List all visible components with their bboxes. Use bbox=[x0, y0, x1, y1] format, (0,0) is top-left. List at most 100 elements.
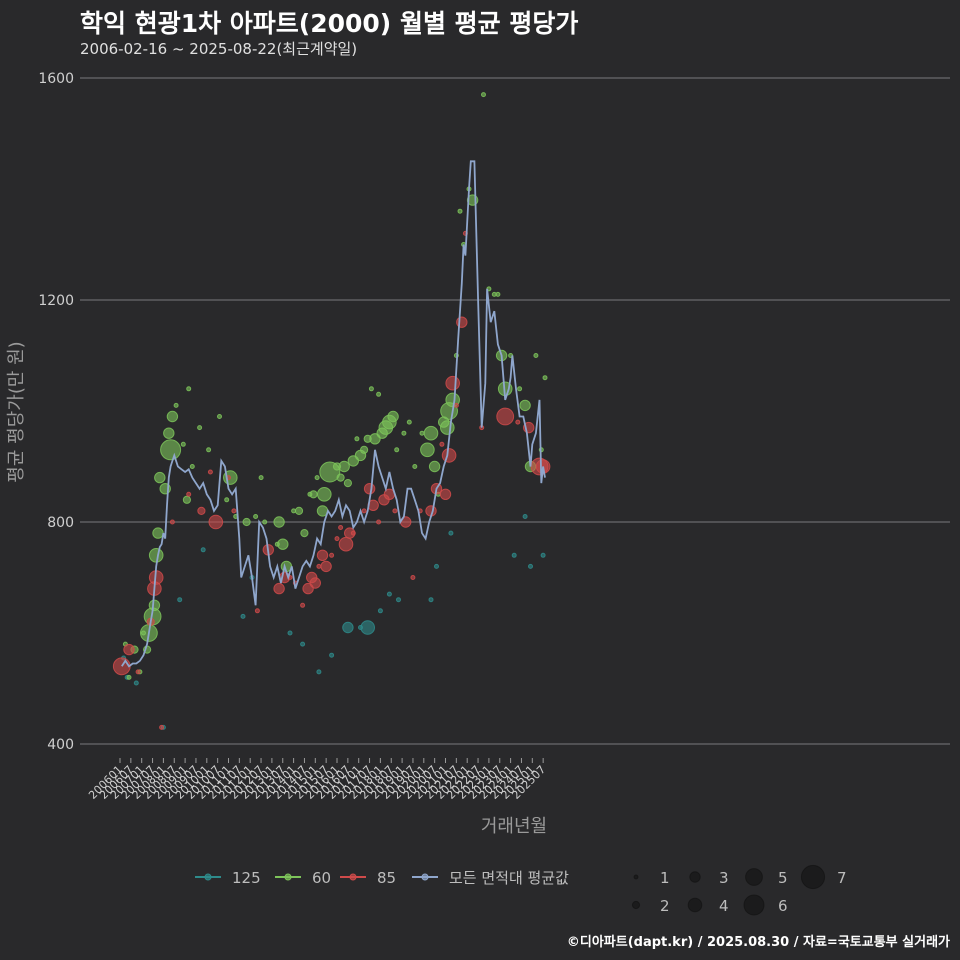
bubble-point-85 bbox=[410, 575, 416, 580]
bubble-point-60 bbox=[412, 464, 418, 469]
legend-swatch-dot-125 bbox=[204, 873, 212, 881]
bubble-point-85 bbox=[392, 508, 398, 514]
y-tick-label: 1200 bbox=[38, 293, 74, 309]
y-tick-label: 400 bbox=[47, 737, 74, 753]
bubble-point-60 bbox=[180, 441, 186, 447]
bubble-point-60 bbox=[189, 464, 195, 469]
legend-label-85: 85 bbox=[377, 869, 396, 887]
legend-swatch-dot-85 bbox=[349, 873, 357, 881]
bubble-point-60 bbox=[387, 410, 399, 423]
bubble-point-85 bbox=[439, 488, 452, 500]
bubble-point-85 bbox=[439, 441, 445, 447]
bubble-point-85 bbox=[207, 469, 213, 475]
bubble-point-125 bbox=[377, 608, 383, 614]
average-price-line bbox=[121, 160, 546, 668]
bubble-point-85 bbox=[329, 552, 335, 558]
bubble-point-125 bbox=[522, 514, 528, 519]
bubble-point-60 bbox=[300, 529, 309, 538]
bubble-point-60 bbox=[152, 527, 164, 539]
bubble-point-60 bbox=[154, 471, 166, 484]
bubble-point-85 bbox=[208, 514, 224, 530]
bubble-point-60 bbox=[519, 399, 531, 412]
bubble-point-60 bbox=[294, 506, 304, 515]
bubble-point-60 bbox=[253, 514, 259, 519]
bubble-point-60 bbox=[277, 538, 289, 550]
bubble-point-125 bbox=[360, 620, 376, 635]
bubble-point-60 bbox=[338, 460, 350, 473]
bubble-point-85 bbox=[123, 643, 135, 656]
bubble-point-85 bbox=[496, 407, 515, 426]
bubble-point-85 bbox=[361, 508, 367, 514]
bubble-point-60 bbox=[533, 353, 539, 358]
y-tick-label: 1600 bbox=[38, 71, 74, 87]
bubble-point-60 bbox=[354, 436, 360, 442]
bubble-point-60 bbox=[126, 674, 132, 680]
bubble-point-60 bbox=[376, 391, 382, 397]
legend-label-avg: 모든 면적대 평균값 bbox=[449, 869, 569, 887]
bubble-point-125 bbox=[434, 563, 439, 569]
bubble-point-60 bbox=[173, 402, 179, 408]
legend-size-label: 6 bbox=[778, 897, 788, 915]
bubble-point-60 bbox=[336, 473, 345, 482]
bubble-point-60 bbox=[343, 479, 352, 488]
bubble-point-85 bbox=[231, 508, 237, 514]
bubble-point-60 bbox=[420, 442, 435, 458]
legend-label-60: 60 bbox=[312, 869, 331, 887]
legend-layer: 125 60 85 모든 면적대 평균값 1 2 3 4 5 6 7 bbox=[195, 864, 847, 916]
bubble-point-125 bbox=[386, 591, 392, 597]
bubble-point-60 bbox=[160, 439, 182, 461]
chart-subtitle: 2006-02-16 ~ 2025-08-22(최근계약일) bbox=[80, 40, 358, 58]
bubble-point-125 bbox=[448, 530, 454, 536]
bubble-point-85 bbox=[135, 669, 141, 675]
bubble-point-60 bbox=[401, 430, 407, 436]
bubble-point-85 bbox=[273, 582, 285, 595]
bubble-point-60 bbox=[262, 519, 268, 525]
bubble-point-85 bbox=[169, 519, 175, 525]
bubble-point-60 bbox=[368, 386, 374, 392]
bubble-point-60 bbox=[163, 427, 175, 439]
bubble-point-85 bbox=[445, 375, 461, 391]
bubble-point-125 bbox=[287, 630, 293, 636]
bubble-point-125 bbox=[177, 597, 183, 603]
bubble-point-125 bbox=[200, 547, 206, 553]
legend-size-label: 1 bbox=[660, 869, 670, 887]
bubble-point-60 bbox=[517, 386, 523, 392]
bubble-point-125 bbox=[342, 621, 354, 634]
bubble-point-60 bbox=[495, 291, 501, 297]
bubble-point-60 bbox=[206, 447, 212, 453]
legend-size-label: 7 bbox=[837, 869, 847, 887]
bubble-point-125 bbox=[540, 552, 546, 558]
bubble-point-85 bbox=[441, 448, 457, 463]
bubble-point-60 bbox=[166, 410, 179, 423]
bubble-point-85 bbox=[350, 530, 356, 536]
bubble-point-60 bbox=[481, 92, 486, 98]
bubble-point-85 bbox=[316, 549, 329, 561]
legend-size-label: 4 bbox=[719, 897, 729, 915]
line-layer bbox=[121, 160, 546, 668]
bubble-point-85 bbox=[320, 560, 332, 573]
bubble-point-60 bbox=[428, 460, 441, 473]
legend-swatch-dot-60 bbox=[284, 873, 292, 881]
x-axis-title: 거래년월 bbox=[481, 816, 547, 837]
bubble-point-60 bbox=[457, 208, 463, 214]
grid-layer bbox=[80, 77, 950, 745]
bubble-point-125 bbox=[300, 641, 306, 647]
legend-label-125: 125 bbox=[232, 869, 261, 887]
bubble-point-60 bbox=[273, 516, 285, 528]
bubble-point-60 bbox=[406, 419, 412, 425]
legend-size-dot bbox=[745, 868, 763, 886]
y-axis-title: 평균 평당가(만 원) bbox=[6, 341, 27, 482]
bubble-point-85 bbox=[338, 525, 344, 530]
axis-layer: 4008001200160020060120060720070120070720… bbox=[38, 71, 548, 802]
bubble-point-60 bbox=[258, 475, 264, 481]
y-tick-label: 800 bbox=[47, 515, 74, 531]
bubble-point-85 bbox=[254, 608, 260, 614]
bubble-point-85 bbox=[376, 519, 382, 525]
bubble-point-60 bbox=[182, 495, 191, 504]
bubble-point-60 bbox=[197, 425, 203, 431]
legend-size-dot bbox=[743, 894, 765, 916]
bubble-point-60 bbox=[186, 386, 192, 392]
bubble-point-125 bbox=[240, 613, 246, 619]
bubble-point-85 bbox=[159, 724, 165, 730]
